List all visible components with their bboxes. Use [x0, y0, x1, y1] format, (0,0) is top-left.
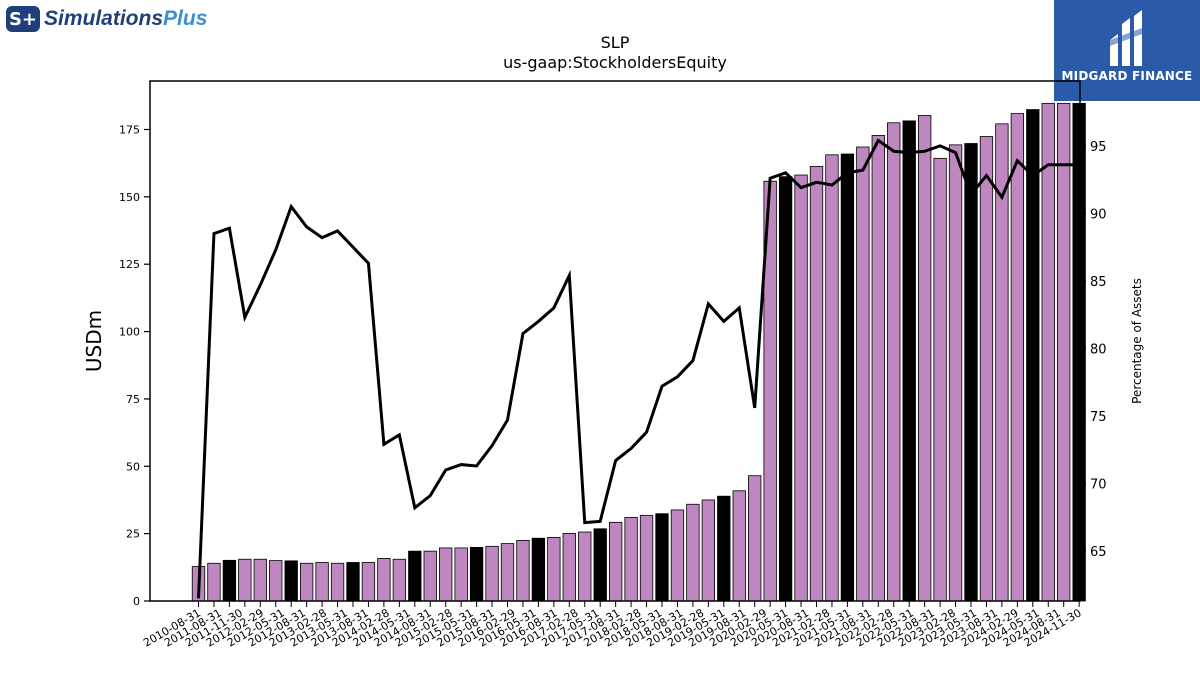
bar-2018-08-31 — [686, 503, 700, 602]
y-tick-label: 75 — [126, 393, 140, 406]
bar-2011-08-31 — [253, 558, 267, 602]
bar-2016-08-31 — [562, 532, 576, 602]
percentage-line — [197, 138, 1080, 599]
y-tick-label: 150 — [119, 191, 140, 204]
bar-2013-02-28 — [346, 562, 360, 602]
bar-series — [191, 102, 1086, 602]
x-axis: 2010-08-312011-08-312011-11-302012-02-29… — [141, 601, 1084, 650]
y-axis-right: 65 70 75 80 85 90 95 — [1080, 140, 1107, 560]
bar-2016-05-31 — [547, 537, 561, 602]
bar-2016-02-29 — [531, 537, 546, 602]
bar-2021-02-28 — [840, 153, 855, 602]
simulations-plus-logo: S+ SimulationsPlus — [6, 6, 207, 32]
bar-2015-05-31 — [485, 545, 499, 602]
bar-2015-02-28 — [469, 546, 484, 602]
logo-word-main: Simulations — [44, 7, 164, 30]
chart-subtitle: us-gaap:StockholdersEquity — [503, 53, 727, 72]
bar-2022-05-31 — [918, 115, 932, 602]
y-tick-label: 25 — [126, 528, 140, 541]
logo-wordmark: SimulationsPlus — [44, 7, 207, 31]
y2-tick-label: 85 — [1090, 275, 1107, 290]
logo-word-plus: Plus — [163, 7, 208, 30]
bar-2023-11-30 — [1010, 113, 1024, 602]
midgard-glyph-icon — [1110, 10, 1142, 66]
bar-2012-11-30 — [330, 562, 345, 602]
chart-title: SLP — [601, 33, 630, 52]
bar-2023-02-28 — [964, 143, 978, 602]
bar-2020-11-30 — [825, 154, 839, 602]
bar-2021-05-31 — [856, 146, 870, 602]
bar-2018-02-28 — [655, 513, 669, 602]
midgard-finance-label: MIDGARD FINANCE — [1061, 69, 1193, 83]
bar-2022-08-31 — [933, 157, 947, 602]
bar-2013-08-31 — [377, 558, 391, 602]
y2-tick-label: 80 — [1090, 342, 1107, 357]
bar-2013-05-31 — [361, 562, 376, 602]
y-axis-left: 0 25 50 75 100 125 150 175 — [119, 123, 150, 608]
midgard-finance-logo: MIDGARD FINANCE — [1054, 0, 1200, 101]
bar-2024-11-30 — [1072, 102, 1086, 602]
bar-2024-02-29 — [1026, 109, 1040, 602]
bar-2017-02-28 — [593, 528, 607, 602]
y-tick-label: 0 — [133, 595, 140, 608]
y2-tick-label: 95 — [1090, 140, 1107, 155]
bar-2012-05-31 — [299, 562, 314, 602]
bar-2013-11-30 — [392, 558, 407, 602]
bar-2023-05-31 — [979, 136, 994, 602]
y-tick-label: 50 — [126, 460, 140, 473]
bar-2017-11-30 — [639, 514, 654, 602]
y2-tick-label: 65 — [1090, 545, 1107, 560]
bar-2020-05-31 — [794, 174, 808, 602]
bar-2015-11-30 — [516, 539, 530, 602]
bar-2011-05-31 — [238, 558, 252, 602]
bar-2018-05-31 — [670, 509, 685, 602]
y-tick-label: 125 — [119, 258, 140, 271]
bar-2014-11-30 — [454, 547, 468, 602]
bar-2021-08-31 — [871, 135, 885, 602]
bar-2018-11-30 — [701, 499, 715, 602]
bar-2011-11-30 — [269, 560, 283, 602]
y2-tick-label: 70 — [1090, 477, 1107, 492]
y-tick-label: 100 — [119, 326, 140, 339]
bar-2019-02-28 — [717, 495, 731, 602]
bar-2021-11-30 — [887, 122, 901, 602]
bar-2020-08-31 — [809, 166, 824, 602]
bar-2024-05-31 — [1041, 102, 1055, 602]
y2-tick-label: 75 — [1090, 410, 1107, 425]
bar-2016-11-30 — [578, 531, 592, 602]
plot-frame — [149, 80, 1081, 602]
bar-2014-08-31 — [439, 547, 453, 602]
bar-2022-11-30 — [948, 144, 963, 602]
bar-2011-02-28 — [222, 559, 237, 602]
bar-2014-05-31 — [423, 550, 437, 602]
bar-2014-02-28 — [408, 550, 422, 602]
bar-2012-02-29 — [284, 560, 298, 602]
bar-2012-08-31 — [315, 562, 329, 602]
bar-2024-08-31 — [1057, 102, 1071, 602]
bar-2022-02-28 — [902, 120, 916, 602]
bar-2010-11-30 — [207, 562, 221, 602]
y2-axis-label: Percentage of Assets — [1130, 278, 1144, 404]
bar-2017-08-31 — [624, 517, 638, 602]
logo-mark-icon: S+ — [6, 6, 40, 32]
bar-2019-05-31 — [732, 490, 746, 602]
bar-2015-08-31 — [500, 543, 515, 602]
bar-2019-08-31 — [748, 475, 762, 602]
y2-tick-label: 90 — [1090, 207, 1107, 222]
y-axis-label: USDm — [82, 310, 106, 372]
y-tick-label: 175 — [119, 123, 140, 136]
bar-2017-05-31 — [609, 521, 623, 602]
bar-2020-02-29 — [778, 176, 793, 602]
